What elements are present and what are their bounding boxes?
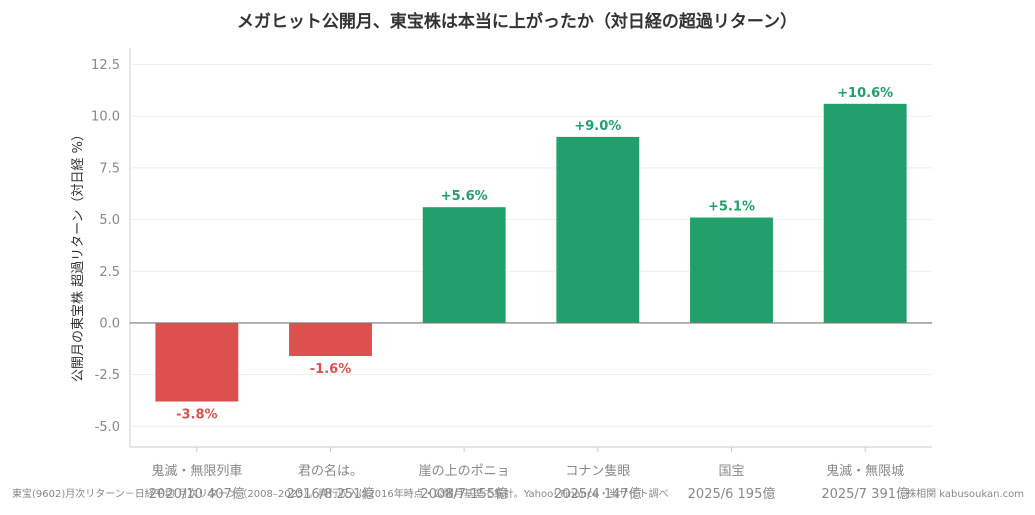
x-category-label: 崖の上のポニョ bbox=[419, 464, 510, 479]
y-tick-label: -2.5 bbox=[95, 368, 120, 383]
bar-value-label: +9.0% bbox=[574, 119, 621, 134]
value-labels: -3.8% -1.6% +5.6% +9.0% +5.1% +10.6% bbox=[176, 86, 893, 423]
y-tick-label: 10.0 bbox=[91, 110, 120, 125]
bars bbox=[130, 103, 932, 402]
x-category-label: 鬼滅・無限列車 bbox=[151, 463, 242, 479]
x-category-label: 国宝 bbox=[718, 464, 744, 479]
bar-value-label: -1.6% bbox=[310, 362, 351, 377]
bar bbox=[823, 103, 907, 323]
bar-value-label: +5.6% bbox=[441, 189, 488, 204]
x-category-sublabel: 2016/8 251億 bbox=[287, 486, 375, 502]
y-tick-label: 0.0 bbox=[99, 316, 120, 331]
x-category-sublabel: 2020/10 407億 bbox=[149, 486, 245, 502]
bar bbox=[690, 217, 773, 323]
x-category-label: 鬼滅・無限城 bbox=[826, 463, 904, 479]
footer-note: 東宝(9602)月次リターン－日経平均 月次リターン（2008–2025）。興行… bbox=[12, 487, 669, 500]
y-tick-label: -5.0 bbox=[95, 420, 120, 435]
y-tick-label: 12.5 bbox=[91, 58, 120, 73]
y-tick-label: 2.5 bbox=[99, 265, 120, 280]
y-axis-ticks: 12.5 10.0 7.5 5.0 2.5 0.0 -2.5 -5.0 bbox=[91, 58, 120, 435]
bar bbox=[422, 207, 506, 323]
x-category-label: コナン隻眼 bbox=[565, 464, 630, 479]
bar-value-label: -3.8% bbox=[176, 408, 217, 423]
bar-value-label: +5.1% bbox=[708, 200, 755, 215]
bar bbox=[289, 322, 372, 357]
x-category-sublabel: 2025/7 391億 bbox=[821, 486, 909, 502]
y-tick-label: 7.5 bbox=[99, 161, 120, 176]
x-category-label: 君の名は。 bbox=[298, 463, 363, 479]
grid-lines bbox=[129, 48, 932, 448]
x-category-sublabel: 2008/7 155億 bbox=[420, 486, 508, 502]
bar-value-label: +10.6% bbox=[837, 86, 893, 101]
x-axis-categories: 鬼滅・無限列車 2020/10 407億 君の名は。 2016/8 251億 崖の上のポ… bbox=[149, 447, 909, 502]
bar bbox=[155, 322, 239, 402]
x-category-sublabel: 2025/6 195億 bbox=[688, 486, 776, 502]
chart-title: メガヒット公開月、東宝株は本当に上がったか（対日経の超過リターン） bbox=[237, 11, 797, 32]
y-tick-label: 5.0 bbox=[99, 213, 120, 228]
bar bbox=[556, 136, 640, 323]
footer-credit: 株相関 kabusoukan.com bbox=[906, 487, 1024, 500]
y-axis-label: 公開月の東宝株 超過リターン（対日経 %） bbox=[70, 128, 86, 382]
x-category-sublabel: 2025/4 147億 bbox=[554, 486, 642, 502]
